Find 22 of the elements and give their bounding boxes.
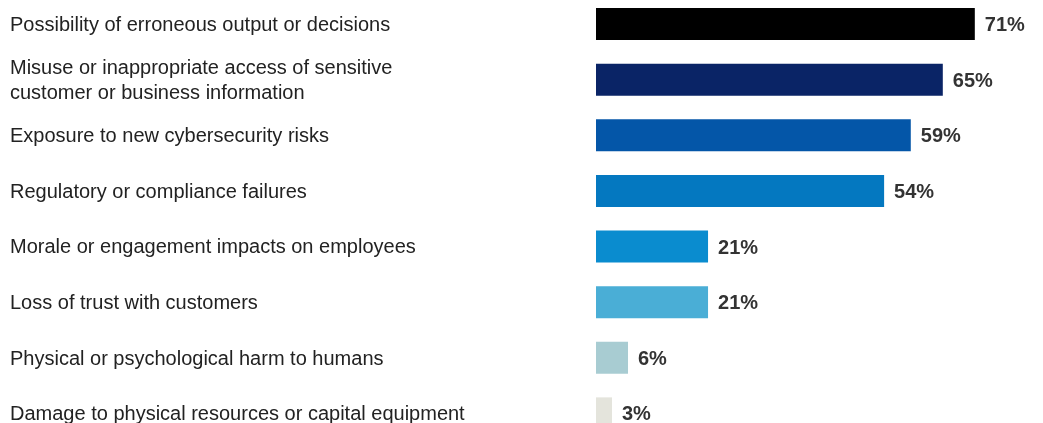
y-tick-label: Exposure to new cybersecurity risks — [10, 124, 330, 147]
data-label: 71% — [984, 13, 1026, 36]
data-label: 21% — [718, 291, 759, 314]
y-tick-label: Morale or engagement impacts on employees — [10, 235, 416, 258]
y-tick-label: Loss of trust with customers — [10, 290, 258, 313]
y-tick-label: Regulatory or compliance failures — [10, 179, 307, 202]
bar — [596, 286, 709, 319]
bar — [596, 174, 885, 207]
data-label: 65% — [952, 68, 994, 91]
bar — [596, 8, 975, 40]
data-label: 59% — [920, 124, 962, 147]
data-label: 21% — [718, 235, 759, 258]
data-label: 3% — [622, 402, 652, 423]
bar — [596, 341, 629, 374]
data-label: 6% — [638, 346, 668, 369]
y-tick-label: Possibility of erroneous output or decisions — [10, 12, 391, 35]
y-tick-label: Physical or psychological harm to humans — [10, 346, 384, 369]
y-tick-label: Misuse or inappropriate access of sensitive customer or business information — [10, 55, 393, 103]
bar — [596, 63, 943, 96]
bar — [596, 119, 911, 152]
data-label: 54% — [894, 179, 935, 202]
bar — [596, 230, 709, 263]
